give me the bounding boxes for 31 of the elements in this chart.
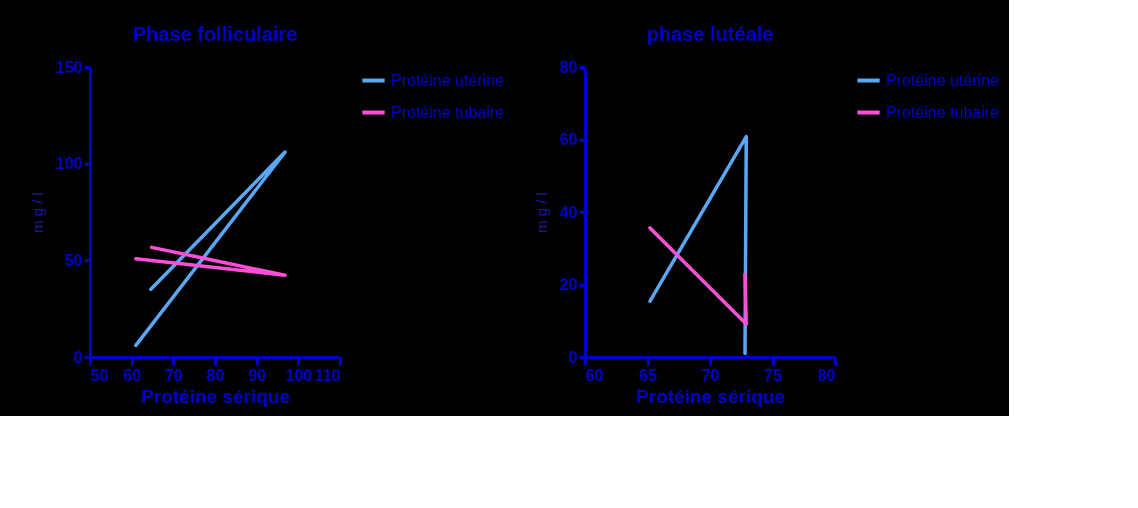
x-tick-label: 110	[314, 366, 341, 384]
y-tick-label: 0	[73, 348, 83, 366]
x-axis-title: Protéine sérique	[636, 385, 785, 407]
x-tick-label: 60	[123, 366, 142, 384]
x-tick-label: 60	[585, 366, 604, 384]
y-tick-label: 80	[559, 58, 578, 76]
chart-title: Phase folliculaire	[132, 23, 298, 45]
legend-label: Protéine tubaire	[391, 103, 505, 121]
y-axis-title: m g / l	[532, 192, 550, 233]
y-tick-label: 20	[559, 276, 578, 293]
x-axis-title: Protéine sérique	[141, 385, 290, 407]
legend-label: Protéine utérine	[391, 71, 505, 89]
x-tick-label: 65	[639, 366, 657, 384]
y-tick-label: 60	[559, 131, 578, 148]
x-tick-label: 75	[764, 366, 782, 384]
x-tick-label: 90	[248, 366, 267, 384]
y-axis-title: m g / l	[28, 192, 46, 233]
y-tick-label: 100	[55, 155, 83, 173]
x-tick-label: 100	[285, 366, 313, 384]
x-tick-label: 80	[206, 366, 225, 384]
y-tick-label: 150	[55, 58, 83, 76]
legend-label: Protéine utérine	[886, 71, 1000, 89]
y-tick-label: 50	[64, 251, 83, 269]
y-tick-label: 0	[568, 348, 578, 366]
x-tick-label: 50	[90, 366, 109, 384]
y-tick-label: 40	[559, 203, 578, 221]
chart-title: phase lutéale	[646, 23, 774, 45]
x-tick-label: 70	[164, 366, 183, 384]
x-tick-label: 80	[817, 366, 836, 384]
legend-label: Protéine tubaire	[886, 103, 1000, 121]
x-tick-label: 70	[701, 366, 720, 384]
